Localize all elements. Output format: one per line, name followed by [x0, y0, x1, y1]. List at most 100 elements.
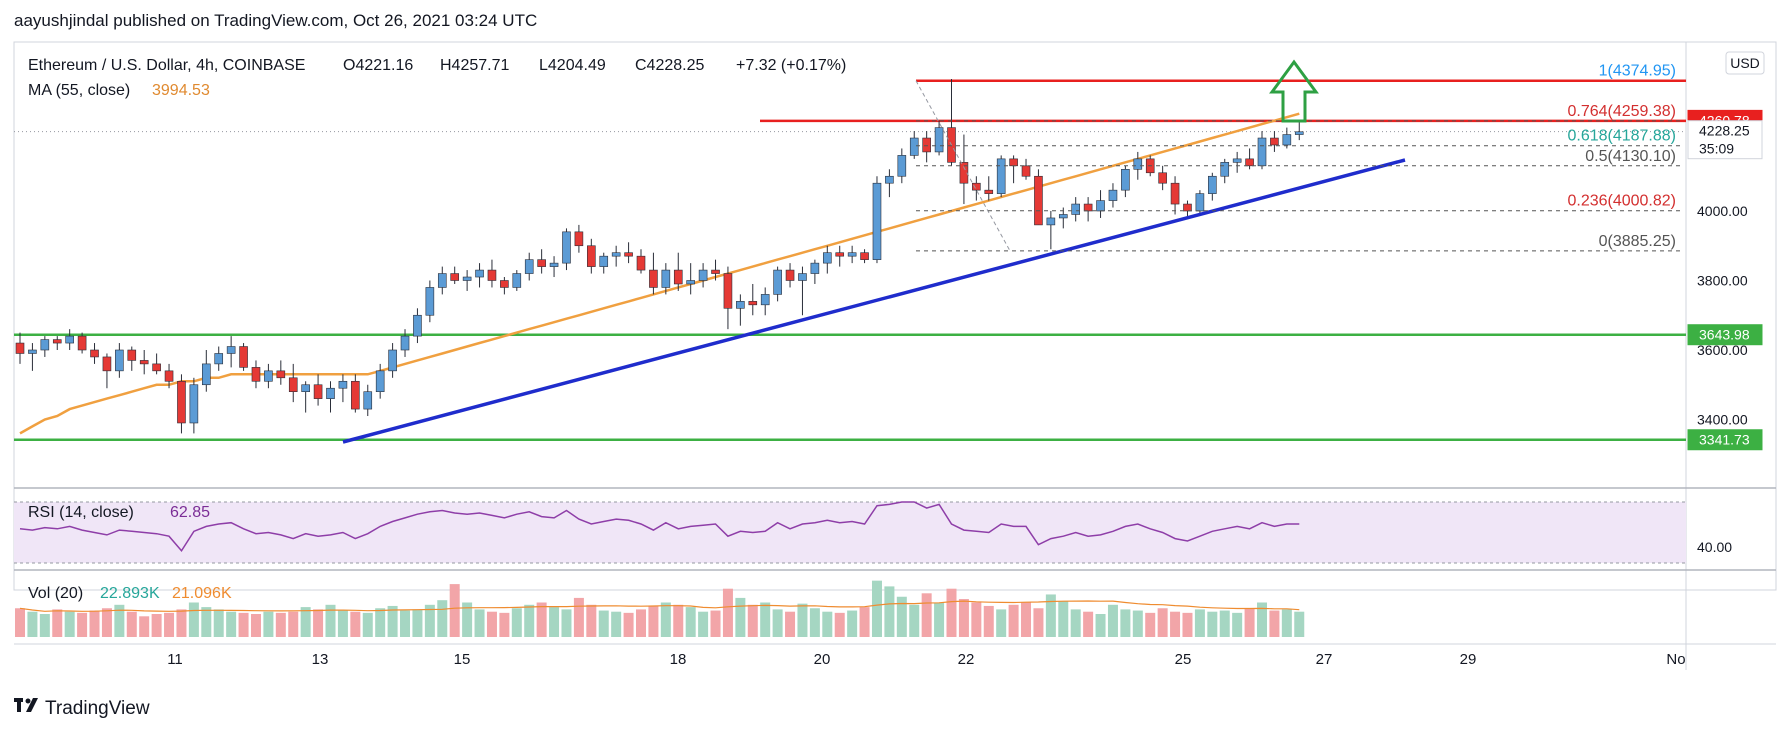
- candle-body: [388, 349, 397, 372]
- candle: [326, 381, 335, 413]
- candle: [351, 374, 360, 413]
- candle-body: [1108, 189, 1118, 201]
- candle: [450, 266, 460, 284]
- volume-bar: [1145, 612, 1156, 637]
- candle-body: [288, 377, 298, 392]
- volume-bar: [561, 609, 572, 637]
- candle-body: [164, 370, 174, 382]
- candle-body: [500, 280, 509, 288]
- volume-bar: [1008, 604, 1019, 637]
- candle-body: [65, 335, 74, 344]
- publisher-text: aayushjindal published on TradingView.co…: [14, 11, 537, 30]
- candle-body: [276, 370, 286, 379]
- volume-bar: [636, 609, 646, 637]
- horizontal-lines-group: [14, 79, 1686, 441]
- volume-bar: [462, 602, 473, 637]
- volume-bar: [822, 611, 833, 637]
- volume-bar: [213, 609, 224, 637]
- candle: [587, 238, 596, 274]
- candle-body: [723, 273, 733, 309]
- candle: [972, 176, 981, 201]
- volume-bar: [785, 611, 796, 637]
- candle: [1021, 158, 1031, 180]
- fib-diagonal: [915, 80, 1011, 252]
- volume-bar: [313, 609, 324, 637]
- volume-bar: [549, 607, 560, 637]
- volume-bar: [1281, 609, 1292, 637]
- candle-body: [313, 384, 323, 399]
- candle-body: [1294, 131, 1304, 135]
- candle-body: [301, 384, 310, 392]
- volume-bar: [362, 612, 373, 637]
- candle-body: [28, 349, 37, 354]
- volume-bar: [188, 602, 199, 637]
- candle: [748, 283, 758, 316]
- volume-bar: [176, 609, 187, 637]
- candle: [1071, 197, 1080, 222]
- volume-bar: [834, 612, 845, 637]
- volume-bar: [15, 608, 25, 637]
- candle-body: [785, 269, 795, 281]
- candle: [127, 346, 137, 371]
- candle-body: [760, 294, 770, 306]
- candle: [1220, 158, 1230, 184]
- volume-bar: [350, 611, 361, 637]
- volume-bar: [809, 608, 820, 637]
- candle-body: [363, 391, 373, 410]
- rsi-band: [14, 502, 1686, 563]
- candle: [202, 350, 211, 392]
- volume-bar: [847, 610, 858, 637]
- candle-body: [1208, 175, 1217, 194]
- price-badge-support: [1687, 324, 1763, 346]
- volume-bar: [934, 602, 945, 637]
- volume-bar: [424, 604, 435, 637]
- candle-body: [177, 380, 186, 424]
- volume-bar: [474, 609, 485, 637]
- candle: [1183, 200, 1192, 218]
- candle: [1245, 148, 1254, 170]
- candle-body: [847, 252, 857, 257]
- candle-body: [798, 273, 807, 281]
- candle: [1009, 155, 1018, 184]
- volume-bar: [797, 603, 808, 637]
- price-badge-support: [1687, 429, 1763, 451]
- candle-body: [251, 367, 261, 382]
- candle-body: [599, 255, 609, 267]
- candle-body: [1220, 162, 1230, 177]
- candle: [872, 176, 882, 264]
- rsi-line: [19, 501, 1300, 553]
- rsi-label: RSI (14, close): [28, 504, 134, 521]
- volume-bar: [412, 609, 423, 637]
- candle: [512, 270, 522, 291]
- candle-body: [139, 360, 149, 365]
- candle-body: [1282, 134, 1292, 146]
- candle-body: [698, 269, 708, 281]
- candle-body: [711, 269, 720, 274]
- candle-body: [885, 175, 894, 184]
- candle: [810, 259, 820, 284]
- candle-body: [524, 259, 534, 274]
- trendline: [342, 158, 1406, 444]
- candle: [413, 308, 422, 344]
- candle: [65, 329, 74, 350]
- y-axis-group: 4000.00 3800.00 3600.00 3400.00: [1697, 203, 1748, 428]
- price-badge-label: 3341.73: [1699, 432, 1750, 448]
- volume-bar: [1269, 610, 1280, 637]
- volume-bar: [1219, 610, 1230, 637]
- candle: [487, 259, 497, 288]
- candle: [922, 131, 931, 163]
- currency-badge[interactable]: [1725, 51, 1765, 75]
- candle: [549, 256, 559, 278]
- candle-body: [264, 370, 273, 382]
- candle: [462, 270, 472, 291]
- volume-bar: [996, 609, 1007, 637]
- candle-body: [1183, 203, 1192, 212]
- volume-bar: [573, 597, 584, 637]
- candle-body: [959, 162, 969, 184]
- volume-bar: [1157, 608, 1168, 637]
- candle-body: [102, 356, 112, 372]
- candle: [226, 336, 236, 368]
- candle: [909, 131, 919, 159]
- candle: [388, 343, 397, 378]
